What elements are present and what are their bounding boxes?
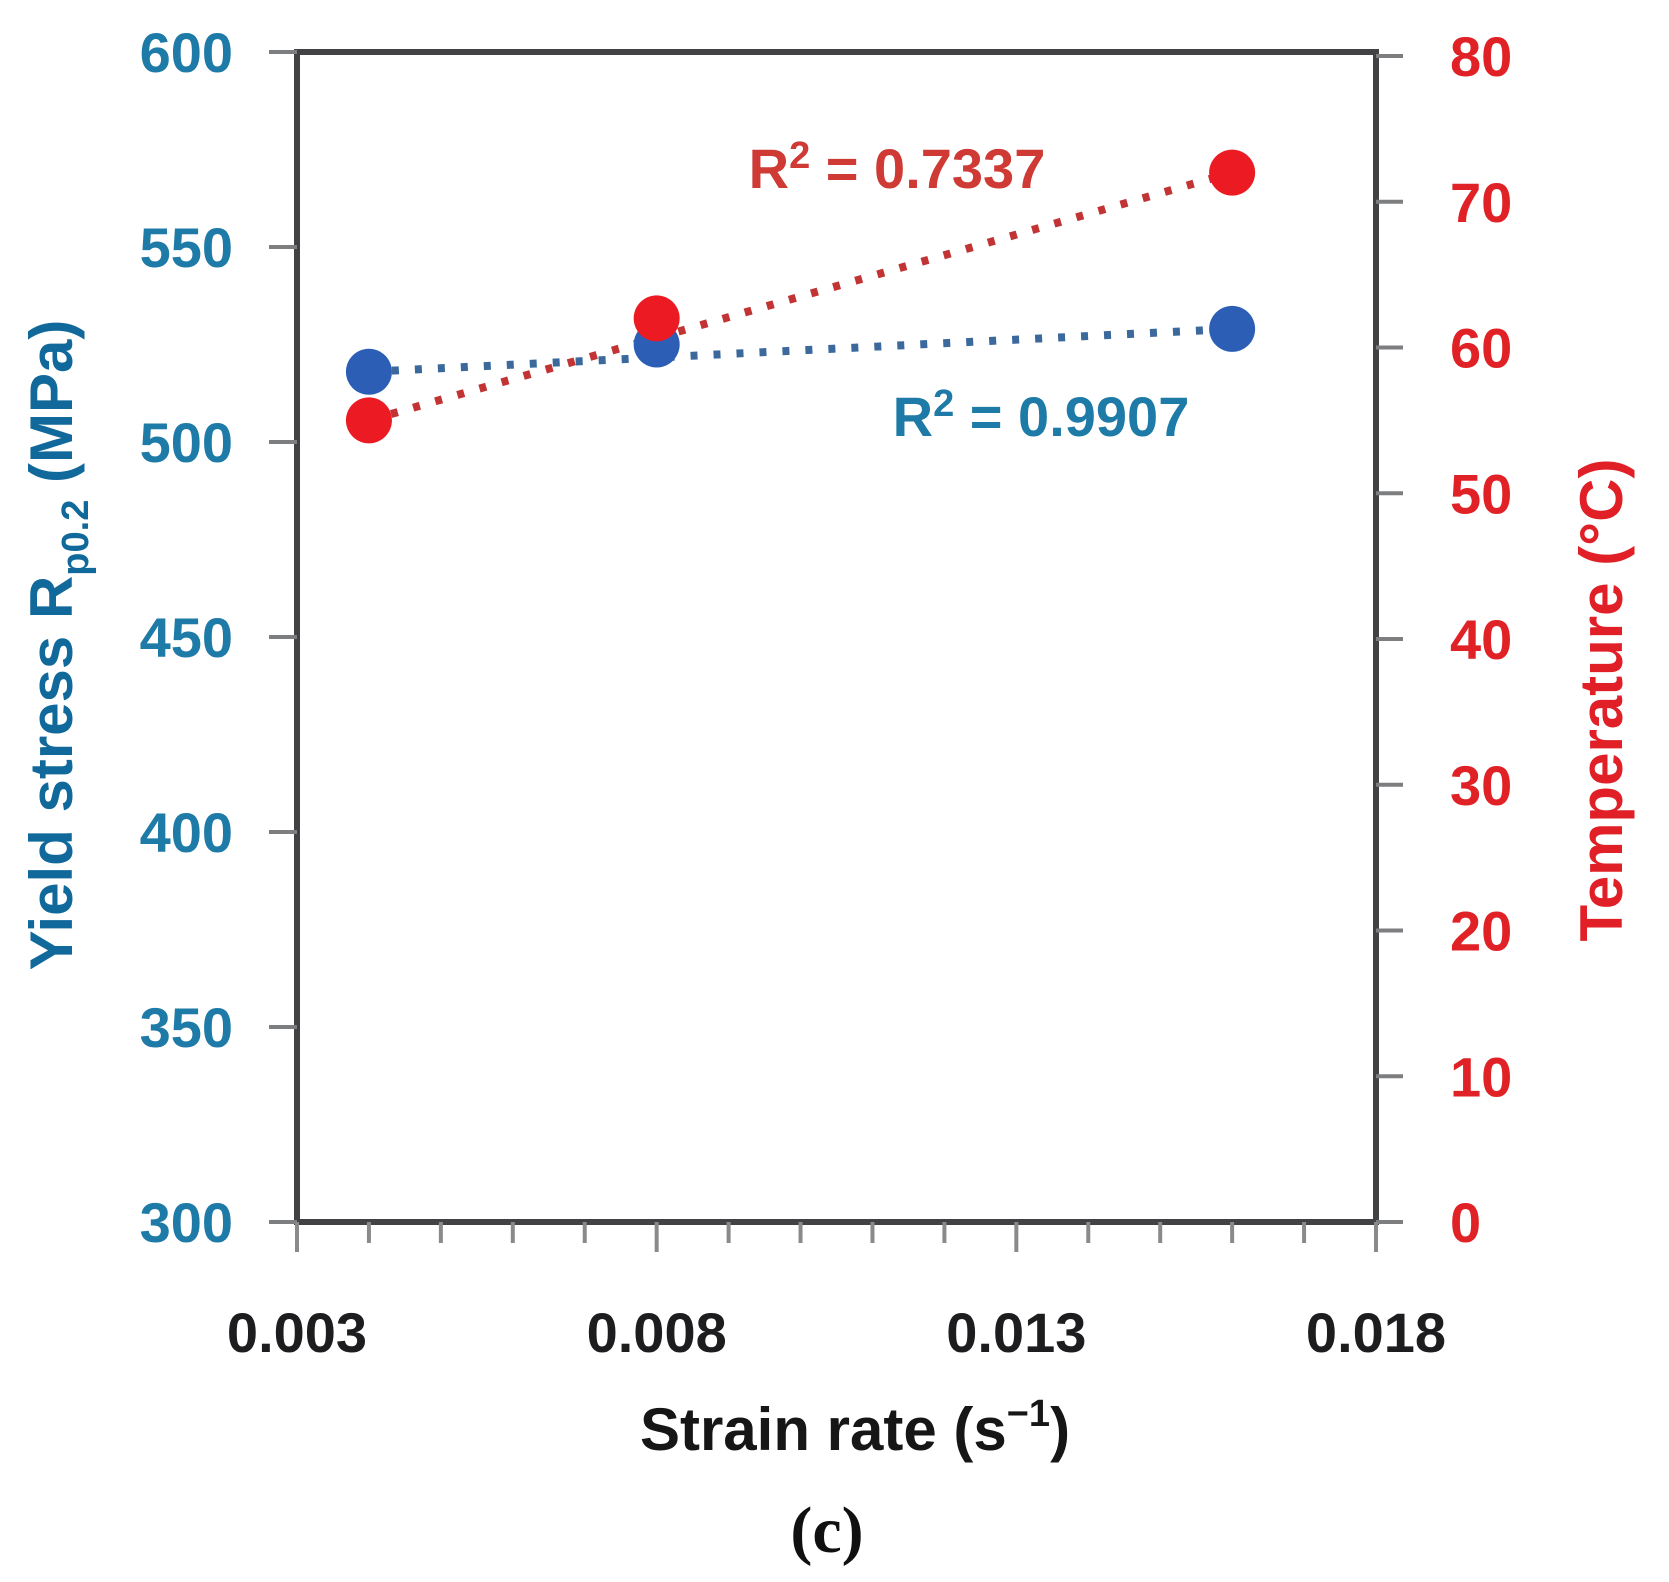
y-right-tick-label: 10 — [1450, 1045, 1512, 1108]
temperature-trendline — [367, 168, 1234, 425]
y-right-tick-labels: 80 70 60 50 40 30 20 10 0 — [1450, 25, 1512, 1254]
x-axis-title-main: Strain rate (s — [640, 1396, 1007, 1463]
y-right-tick-label: 0 — [1450, 1191, 1481, 1254]
yield-stress-point — [1209, 305, 1256, 352]
y-right-tick-label: 50 — [1450, 462, 1512, 525]
r2-annotation-temperature: R2 = 0.7337 — [749, 135, 1046, 200]
r2-value: = 0.7337 — [810, 137, 1045, 200]
y-right-tick-label: 20 — [1450, 900, 1512, 963]
trendlines — [367, 168, 1234, 425]
y-right-tick-label: 60 — [1450, 317, 1512, 380]
x-axis-tick-label: 0.013 — [946, 1301, 1086, 1364]
r2-superscript: 2 — [933, 383, 954, 425]
r2-superscript: 2 — [789, 135, 810, 177]
plot-border — [294, 49, 1379, 1225]
y-left-tick-label: 500 — [140, 411, 233, 474]
y-left-ticks — [269, 50, 297, 1224]
temperature-point — [345, 397, 392, 444]
yield-stress-trendline — [368, 324, 1233, 376]
y-left-tick-label: 600 — [140, 21, 233, 84]
y-right-tick-label: 40 — [1450, 608, 1512, 671]
figure-caption: (c) — [790, 1494, 863, 1567]
y-left-tick-labels: 600 550 500 450 400 350 300 — [140, 21, 233, 1254]
x-axis-ticks — [295, 1222, 1378, 1252]
y-left-tick-label: 300 — [140, 1191, 233, 1254]
y-left-tick-label: 550 — [140, 216, 233, 279]
y-left-axis-title: Yield stress Rp0.2 (MPa) — [18, 320, 97, 971]
x-axis-title-end: ) — [1050, 1396, 1070, 1463]
y-left-title-end: (MPa) — [18, 320, 85, 500]
r2-value: = 0.9907 — [954, 385, 1189, 448]
x-axis-tick-label: 0.008 — [587, 1301, 727, 1364]
y-right-axis-title: Temperature (°C) — [1568, 459, 1635, 942]
yield-stress-point — [345, 348, 392, 395]
y-left-tick-label: 400 — [140, 801, 233, 864]
r2-base: R — [893, 385, 933, 448]
x-axis-tick-labels: 0.003 0.008 0.013 0.018 — [227, 1301, 1446, 1364]
y-left-tick-label: 350 — [140, 996, 233, 1059]
data-points — [345, 149, 1256, 444]
y-left-tick-label: 450 — [140, 606, 233, 669]
x-axis-tick-label: 0.003 — [227, 1301, 367, 1364]
y-right-ticks — [1376, 54, 1403, 1224]
y-right-tick-label: 80 — [1450, 25, 1512, 88]
y-left-title-subscript: p0.2 — [55, 500, 97, 576]
x-axis-title-superscript: −1 — [1007, 1393, 1050, 1435]
y-right-tick-label: 70 — [1450, 171, 1512, 234]
y-left-title-main: Yield stress R — [18, 576, 85, 971]
r2-annotation-yield: R2 = 0.9907 — [893, 383, 1190, 448]
temperature-point — [633, 295, 680, 342]
temperature-point — [1209, 149, 1256, 196]
x-axis-title: Strain rate (s−1) — [640, 1393, 1070, 1463]
r2-base: R — [749, 137, 789, 200]
y-right-tick-label: 30 — [1450, 754, 1512, 817]
x-axis-tick-label: 0.018 — [1306, 1301, 1446, 1364]
